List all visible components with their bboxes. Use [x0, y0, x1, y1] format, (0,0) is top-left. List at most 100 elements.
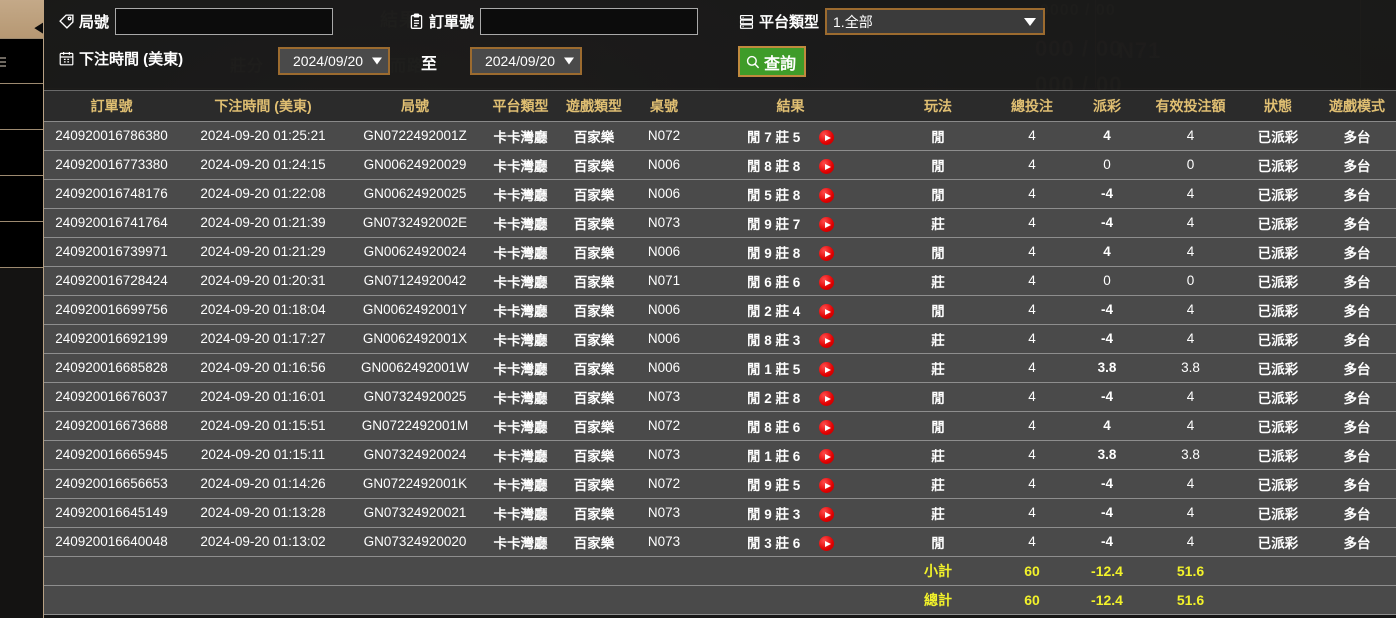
cell-status: 已派彩 [1238, 440, 1318, 470]
play-replay-icon[interactable] [819, 159, 834, 175]
col-bet-time[interactable]: 下注時間 (美東) [179, 91, 347, 122]
col-result[interactable]: 結果 [698, 91, 883, 122]
bet-time-to-picker[interactable]: 2024/09/20 [470, 47, 582, 75]
cell-status: 已派彩 [1238, 527, 1318, 557]
play-replay-icon[interactable] [819, 217, 834, 233]
table-row[interactable]: 240920016645149 2024-09-20 01:13:28 GN0732… [44, 498, 1396, 528]
play-replay-icon[interactable] [819, 362, 834, 378]
play-replay-icon[interactable] [819, 246, 834, 262]
table-row[interactable]: 240920016673688 2024-09-20 01:15:51 GN0722… [44, 411, 1396, 441]
field-bet-time: 下注時間 (美東) [58, 48, 189, 69]
summary-blank [179, 585, 347, 615]
cell-table-no: N006 [630, 237, 698, 267]
cell-play: 莊 [883, 469, 993, 499]
table-row[interactable]: 240920016773380 2024-09-20 01:24:15 GN0062… [44, 150, 1396, 180]
results-table-wrapper[interactable]: 訂單號 下注時間 (美東) 局號 平台類型 遊戲類型 桌號 結果 玩法 總投注 … [44, 90, 1396, 618]
col-status[interactable]: 狀態 [1238, 91, 1318, 122]
summary-blank [558, 556, 630, 586]
table-row[interactable]: 240920016692199 2024-09-20 01:17:27 GN0062… [44, 324, 1396, 354]
table-row[interactable]: 240920016665945 2024-09-20 01:15:11 GN0732… [44, 440, 1396, 470]
table-row[interactable]: 240920016728424 2024-09-20 01:20:31 GN0712… [44, 266, 1396, 296]
play-replay-icon[interactable] [819, 478, 834, 494]
table-row[interactable]: 240920016741764 2024-09-20 01:21:39 GN0732… [44, 208, 1396, 238]
cell-valid-bet: 0 [1143, 150, 1238, 180]
cell-total-bet: 4 [993, 353, 1071, 383]
cell-result: 閒 9 莊 8 [698, 237, 883, 267]
summary-blank [1238, 556, 1318, 586]
play-replay-icon[interactable] [819, 188, 834, 204]
table-row[interactable]: 240920016699756 2024-09-20 01:18:04 GN0062… [44, 295, 1396, 325]
cell-table-no: N006 [630, 353, 698, 383]
rail-item-5[interactable] [0, 222, 43, 268]
summary-payout: -12.4 [1071, 585, 1143, 615]
cell-order-no: 240920016673688 [44, 411, 179, 441]
col-payout[interactable]: 派彩 [1071, 91, 1143, 122]
col-platform[interactable]: 平台類型 [483, 91, 558, 122]
table-row[interactable]: 240920016685828 2024-09-20 01:16:56 GN0062… [44, 353, 1396, 383]
cell-platform: 卡卡灣廳 [483, 179, 558, 209]
order-no-input[interactable] [480, 8, 699, 35]
table-row[interactable]: 240920016739971 2024-09-20 01:21:29 GN0062… [44, 237, 1396, 267]
play-replay-icon[interactable] [819, 391, 834, 407]
cell-table-no: N006 [630, 150, 698, 180]
play-replay-icon[interactable] [819, 536, 834, 552]
search-button[interactable]: 查詢 [738, 46, 807, 77]
platform-type-select[interactable]: 1.全部 [825, 8, 1046, 35]
result-text: 閒 6 莊 6 [747, 274, 801, 290]
cell-platform: 卡卡灣廳 [483, 121, 558, 151]
summary-blank [1318, 585, 1396, 615]
cell-table-no: N073 [630, 498, 698, 528]
cell-game-mode: 多台 [1318, 353, 1396, 383]
cell-bet-time: 2024-09-20 01:15:51 [179, 411, 347, 441]
play-replay-icon[interactable] [819, 275, 834, 291]
rail-item-2[interactable] [0, 84, 43, 130]
rail-item-1[interactable] [0, 38, 43, 84]
summary-blank [558, 585, 630, 615]
rail-glyph-icon [0, 55, 6, 67]
cell-game-mode: 多台 [1318, 324, 1396, 354]
play-replay-icon[interactable] [819, 507, 834, 523]
cell-total-bet: 4 [993, 208, 1071, 238]
cell-result: 閒 3 莊 6 [698, 527, 883, 557]
table-row[interactable]: 240920016676037 2024-09-20 01:16:01 GN0732… [44, 382, 1396, 412]
cell-table-no: N073 [630, 208, 698, 238]
rail-collapse-tab[interactable] [0, 0, 44, 38]
bet-time-from-picker[interactable]: 2024/09/20 [278, 47, 390, 75]
col-play[interactable]: 玩法 [883, 91, 993, 122]
cell-bet-time: 2024-09-20 01:14:26 [179, 469, 347, 499]
play-replay-icon[interactable] [819, 420, 834, 436]
col-game-mode[interactable]: 遊戲模式 [1318, 91, 1396, 122]
cell-round-no: GN00624920025 [347, 179, 483, 209]
col-game-type[interactable]: 遊戲類型 [558, 91, 630, 122]
col-table-no[interactable]: 桌號 [630, 91, 698, 122]
platform-type-value: 1.全部 [833, 13, 873, 30]
col-valid-bet[interactable]: 有效投注額 [1143, 91, 1238, 122]
play-replay-icon[interactable] [819, 304, 834, 320]
cell-play: 閒 [883, 179, 993, 209]
result-text: 閒 2 莊 8 [747, 390, 801, 406]
cell-table-no: N071 [630, 266, 698, 296]
rail-item-3[interactable] [0, 130, 43, 176]
cell-order-no: 240920016640048 [44, 527, 179, 557]
col-round-no[interactable]: 局號 [347, 91, 483, 122]
cell-order-no: 240920016685828 [44, 353, 179, 383]
col-total-bet[interactable]: 總投注 [993, 91, 1071, 122]
cell-game-mode: 多台 [1318, 237, 1396, 267]
cell-payout: -4 [1071, 469, 1143, 499]
cell-total-bet: 4 [993, 440, 1071, 470]
cell-game-type: 百家樂 [558, 498, 630, 528]
col-order-no[interactable]: 訂單號 [44, 91, 179, 122]
result-text: 閒 8 莊 3 [747, 332, 801, 348]
bet-time-from-wrap: 2024/09/20 [278, 47, 390, 75]
table-row[interactable]: 240920016640048 2024-09-20 01:13:02 GN0732… [44, 527, 1396, 557]
play-replay-icon[interactable] [819, 333, 834, 349]
rail-item-4[interactable] [0, 176, 43, 222]
table-row[interactable]: 240920016786380 2024-09-20 01:25:21 GN0722… [44, 121, 1396, 151]
play-replay-icon[interactable] [819, 130, 834, 146]
table-row[interactable]: 240920016748176 2024-09-20 01:22:08 GN0062… [44, 179, 1396, 209]
cell-game-mode: 多台 [1318, 527, 1396, 557]
round-no-input[interactable] [115, 8, 334, 35]
play-replay-icon[interactable] [819, 449, 834, 465]
table-row[interactable]: 240920016656653 2024-09-20 01:14:26 GN0722… [44, 469, 1396, 499]
